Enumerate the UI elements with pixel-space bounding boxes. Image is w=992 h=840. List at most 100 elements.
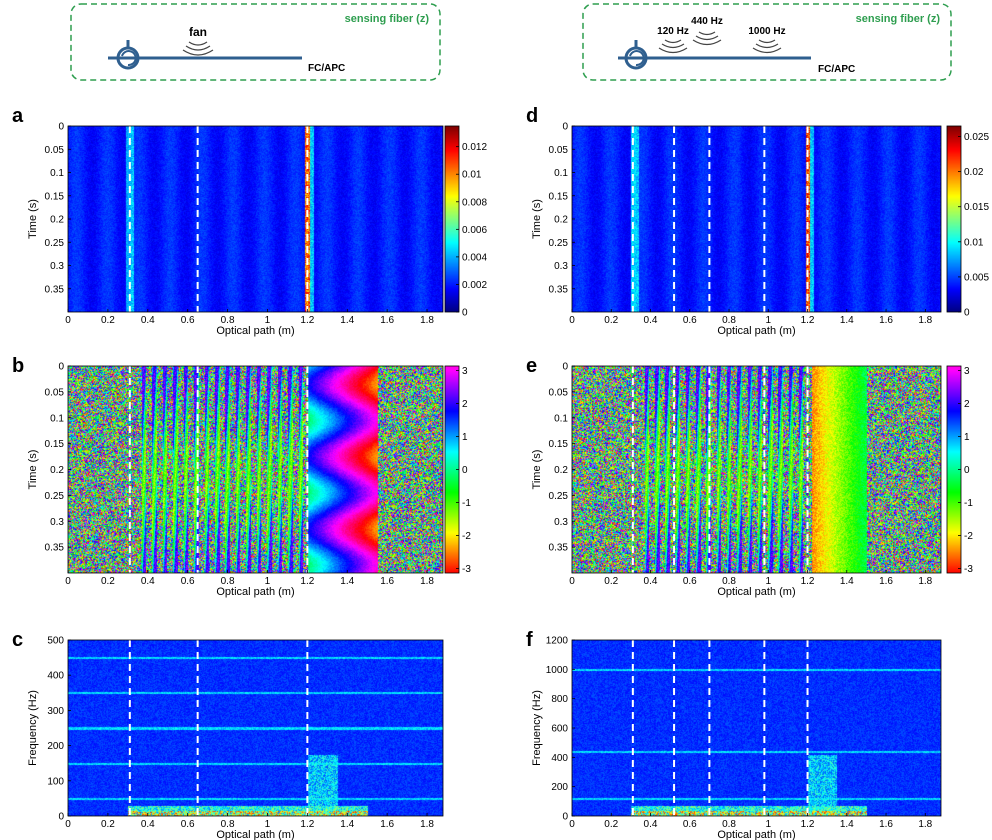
x-tick-label: 1 [765, 315, 771, 326]
x-tick-label: 0.4 [644, 576, 658, 587]
heatmap-image [68, 126, 443, 312]
y-tick-label: 0.2 [50, 465, 64, 476]
colorbar-tick-label: 0.02 [964, 167, 984, 178]
x-tick-label: 1.4 [840, 315, 854, 326]
x-axis-label: Optical path (m) [216, 586, 294, 598]
colorbar [445, 126, 459, 312]
colorbar [947, 126, 961, 312]
x-tick-label: 0 [65, 576, 71, 587]
heatmap-image [68, 366, 443, 573]
x-tick-label: 1.8 [420, 576, 434, 587]
x-tick-label: 0.6 [181, 315, 195, 326]
x-tick-label: 0 [65, 315, 71, 326]
schematic-border [70, 3, 441, 81]
y-tick-label: 0.25 [45, 491, 65, 502]
x-tick-label: 1.4 [840, 819, 854, 830]
x-tick-label: 1.2 [801, 315, 815, 326]
y-tick-label: 0.25 [549, 238, 569, 249]
y-tick-label: 500 [47, 636, 64, 647]
schematic-left: fan sensing fiber (z) FC/APC [70, 3, 441, 81]
x-tick-label: 0.8 [221, 315, 235, 326]
tone-label-440: 440 Hz [691, 16, 723, 27]
heatmap-image [572, 126, 941, 312]
x-tick-label: 0.8 [722, 315, 736, 326]
speaker-vibration-icon [658, 39, 688, 54]
y-axis-label: Time (s) [27, 199, 39, 239]
colorbar-tick-label: 3 [462, 366, 468, 377]
x-axis-label: Optical path (m) [216, 829, 294, 840]
x-tick-label: 1.2 [801, 576, 815, 587]
y-axis-label: Time (s) [531, 450, 543, 490]
y-tick-label: 0.2 [554, 465, 568, 476]
colorbar-tick-label: -1 [964, 498, 973, 509]
panel-letter-e: e [526, 355, 537, 377]
panel-letter-d: d [526, 105, 538, 127]
fiber-label: sensing fiber (z) [345, 13, 430, 25]
panel-f: 0 0.2 0.4 0.6 0.8 1 1.2 1.4 1.6 1.8 Optical path (… [531, 636, 942, 840]
x-tick-label: 0.6 [181, 819, 195, 830]
y-tick-label: 0 [562, 812, 568, 823]
y-tick-label: 0.15 [549, 191, 569, 202]
y-tick-label: 0.1 [50, 168, 64, 179]
x-axis-label: Optical path (m) [717, 829, 795, 840]
x-tick-label: 1 [265, 315, 271, 326]
y-tick-label: 0.3 [50, 261, 64, 272]
x-tick-label: 0.8 [722, 819, 736, 830]
x-tick-label: 0.2 [604, 819, 618, 830]
x-tick-label: 1 [265, 819, 271, 830]
x-tick-label: 1.2 [300, 576, 314, 587]
colorbar-tick-label: 0 [964, 308, 970, 319]
colorbar-tick-label: 0.01 [462, 170, 482, 181]
x-tick-label: 0.6 [683, 819, 697, 830]
x-tick-label: 0.4 [644, 819, 658, 830]
colorbar-tick-label: 0.012 [462, 142, 487, 153]
colorbar-tick-label: 2 [462, 399, 468, 410]
x-tick-label: 1.6 [879, 576, 893, 587]
x-tick-label: 1.6 [380, 576, 394, 587]
x-tick-label: 1.4 [340, 819, 354, 830]
colorbar-frame [444, 125, 460, 313]
x-tick-label: 1 [765, 576, 771, 587]
x-tick-label: 1.4 [340, 315, 354, 326]
x-axis-label: Optical path (m) [717, 586, 795, 598]
y-tick-label: 0.15 [549, 439, 569, 450]
colorbar-tick-label: 0.006 [462, 225, 487, 236]
heatmap-image [572, 366, 941, 573]
x-tick-label: 1 [765, 819, 771, 830]
x-tick-label: 1.6 [380, 819, 394, 830]
y-tick-label: 0.1 [554, 413, 568, 424]
colorbar-tick-label: 0.015 [964, 202, 989, 213]
x-tick-label: 0.2 [101, 576, 115, 587]
y-tick-label: 0.15 [45, 191, 65, 202]
colorbar-tick-label: -1 [462, 498, 471, 509]
x-tick-label: 1.6 [879, 819, 893, 830]
colorbar-tick-label: 0 [964, 465, 970, 476]
x-tick-label: 1.8 [420, 819, 434, 830]
colorbar-tick-label: 0.002 [462, 280, 487, 291]
schematic-right: 120 Hz 440 Hz 1000 Hz sensing fiber (z) … [582, 3, 952, 81]
y-tick-label: 0.35 [45, 543, 65, 554]
y-tick-label: 0.35 [549, 284, 569, 295]
colorbar [947, 366, 961, 573]
y-tick-label: 0 [58, 122, 64, 133]
colorbar-tick-label: 0 [462, 308, 468, 319]
colorbar-tick-label: 0.01 [964, 237, 984, 248]
x-tick-label: 0.4 [141, 819, 155, 830]
x-tick-label: 0.2 [101, 315, 115, 326]
y-tick-label: 0.05 [45, 145, 65, 156]
x-tick-label: 0.8 [221, 576, 235, 587]
colorbar-tick-label: -3 [462, 564, 471, 575]
y-tick-label: 0.3 [50, 517, 64, 528]
x-tick-label: 1.8 [420, 315, 434, 326]
heatmap-image [68, 640, 443, 816]
x-tick-label: 0.6 [181, 576, 195, 587]
colorbar-tick-label: -3 [964, 564, 973, 575]
x-tick-label: 0.4 [141, 315, 155, 326]
schematic-border [582, 3, 952, 81]
x-axis-label: Optical path (m) [216, 325, 294, 337]
tone-label-120: 120 Hz [657, 26, 689, 37]
x-tick-label: 1.8 [918, 576, 932, 587]
speaker-vibration-icon [692, 31, 722, 46]
x-tick-label: 0 [569, 315, 575, 326]
